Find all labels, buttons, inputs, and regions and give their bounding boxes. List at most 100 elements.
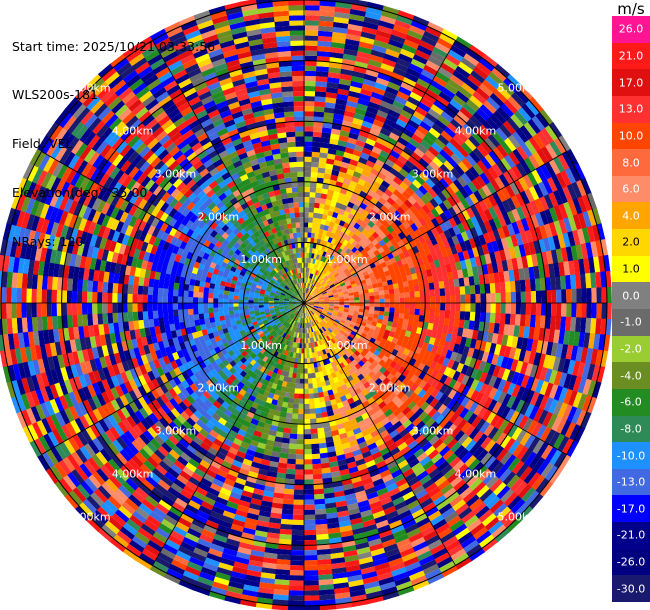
velocity-gate xyxy=(499,434,512,450)
velocity-gate xyxy=(558,261,566,277)
velocity-gate xyxy=(573,331,581,348)
velocity-gate xyxy=(384,270,391,277)
velocity-gate xyxy=(270,398,278,406)
velocity-gate xyxy=(314,402,321,409)
velocity-gate xyxy=(119,394,130,407)
velocity-gate xyxy=(270,451,281,458)
velocity-gate xyxy=(332,439,342,447)
velocity-gate xyxy=(309,322,312,328)
velocity-gate xyxy=(337,278,344,283)
velocity-gate xyxy=(420,241,429,251)
velocity-gate xyxy=(185,376,194,387)
velocity-gate xyxy=(343,110,356,118)
velocity-gate xyxy=(254,335,261,342)
velocity-gate xyxy=(456,175,468,188)
velocity-gate xyxy=(430,208,440,219)
velocity-gate xyxy=(391,321,398,329)
velocity-gate xyxy=(334,347,340,354)
velocity-gate xyxy=(322,343,327,350)
velocity-gate xyxy=(303,575,319,581)
velocity-gate xyxy=(310,428,318,435)
velocity-gate xyxy=(361,26,379,36)
velocity-gate xyxy=(585,317,592,335)
velocity-gate xyxy=(318,260,323,267)
velocity-gate xyxy=(470,227,479,239)
velocity-gate xyxy=(337,83,351,91)
velocity-gate xyxy=(179,540,196,553)
velocity-gate xyxy=(259,353,266,361)
velocity-gate xyxy=(299,317,302,323)
velocity-gate xyxy=(544,465,559,482)
velocity-gate xyxy=(336,423,345,430)
velocity-gate xyxy=(207,343,215,352)
velocity-gate xyxy=(307,383,313,389)
velocity-gate xyxy=(470,294,476,304)
velocity-gate xyxy=(365,437,376,447)
velocity-gate xyxy=(485,293,491,304)
velocity-gate xyxy=(413,368,423,378)
velocity-gate xyxy=(506,210,517,225)
velocity-gate xyxy=(141,498,156,512)
velocity-gate xyxy=(282,313,288,318)
velocity-gate xyxy=(245,569,262,578)
velocity-gate xyxy=(447,325,454,336)
velocity-gate xyxy=(328,326,335,332)
velocity-gate xyxy=(247,444,258,452)
velocity-gate xyxy=(315,528,329,535)
velocity-gate xyxy=(399,486,413,497)
velocity-gate xyxy=(269,365,276,373)
velocity-gate xyxy=(462,268,469,279)
velocity-gate xyxy=(389,303,395,309)
velocity-gate xyxy=(318,355,323,362)
velocity-gate xyxy=(314,313,320,318)
velocity-gate xyxy=(308,311,311,317)
velocity-gate xyxy=(316,218,323,225)
velocity-gate xyxy=(330,470,341,478)
velocity-gate xyxy=(464,439,477,453)
velocity-gate xyxy=(420,525,436,538)
velocity-gate xyxy=(580,243,589,260)
velocity-gate xyxy=(313,304,320,306)
velocity-gate xyxy=(528,326,535,341)
velocity-gate xyxy=(454,243,463,254)
velocity-gate xyxy=(210,581,229,591)
velocity-gate xyxy=(285,366,291,373)
velocity-gate xyxy=(437,191,448,203)
velocity-gate xyxy=(463,276,470,287)
velocity-gate xyxy=(307,273,311,279)
velocity-gate xyxy=(294,310,299,316)
velocity-gate xyxy=(396,57,412,69)
velocity-gate xyxy=(409,91,424,103)
velocity-gate xyxy=(458,407,470,420)
velocity-gate xyxy=(432,424,443,436)
velocity-gate xyxy=(390,221,399,231)
velocity-gate xyxy=(310,291,315,296)
velocity-gate xyxy=(152,409,163,421)
velocity-gate xyxy=(286,350,291,357)
velocity-gate xyxy=(374,303,380,308)
velocity-gate xyxy=(442,58,459,71)
velocity-gate xyxy=(416,78,431,90)
velocity-gate xyxy=(150,388,161,400)
velocity-gate xyxy=(467,458,481,472)
velocity-gate xyxy=(530,303,537,316)
velocity-gate xyxy=(456,110,471,124)
velocity-gate xyxy=(313,362,318,368)
velocity-gate xyxy=(363,326,370,332)
velocity-gate xyxy=(434,371,444,382)
velocity-gate xyxy=(268,359,275,366)
velocity-gate xyxy=(497,378,507,392)
velocity-gate xyxy=(328,293,334,297)
velocity-gate xyxy=(505,292,511,304)
velocity-gate xyxy=(469,151,482,164)
velocity-gate xyxy=(262,355,269,363)
velocity-gate xyxy=(434,119,448,131)
velocity-gate xyxy=(536,459,550,476)
velocity-gate xyxy=(327,310,333,314)
velocity-gate xyxy=(323,305,330,308)
velocity-gate xyxy=(292,403,299,409)
velocity-gate xyxy=(303,534,317,541)
velocity-gate xyxy=(300,358,304,364)
velocity-gate xyxy=(322,262,327,269)
velocity-gate xyxy=(361,576,379,585)
